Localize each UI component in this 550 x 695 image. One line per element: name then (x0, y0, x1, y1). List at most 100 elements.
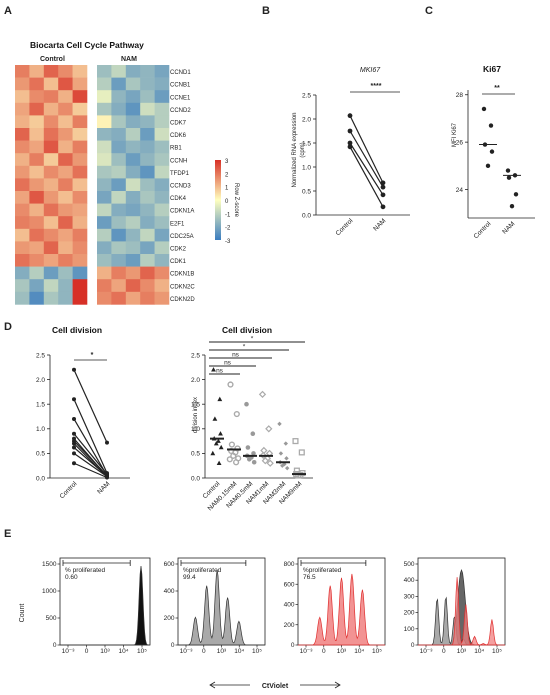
heatmap-row-label: CCNE1 (170, 95, 191, 101)
heatmap-cell (154, 203, 170, 217)
dose-point (245, 445, 251, 450)
heatmap-cell (111, 203, 127, 217)
histogram-y-tick-label: 0 (53, 642, 57, 649)
dose-point (277, 421, 282, 427)
histogram-x-tick-label: 10⁵ (372, 648, 382, 655)
heatmap-row-label: CDK2 (170, 247, 187, 253)
heatmap-cell (29, 165, 45, 179)
heatmap-cell (43, 279, 59, 293)
paired-line (73, 447, 108, 477)
heatmap-cell (125, 191, 141, 204)
heatmap-cell (140, 178, 155, 192)
heatmap-cell (140, 203, 155, 217)
paired-y-tick-label: 2.0 (36, 377, 45, 384)
histogram-3: 0 200 400 600 800 10⁻³ 0 10³ 10⁴ 10⁵ %proliferated… (284, 557, 386, 655)
colorbar-tick-label: 0 (225, 199, 229, 205)
heatmap-group-nam: NAM (121, 56, 137, 63)
dose-point (260, 446, 268, 455)
heatmap-row-label: CCND2 (170, 108, 191, 114)
mki67-pair-line (349, 115, 384, 184)
cell-division-paired-panel: Cell division * 0.0 0.5 1.0 1.5 2.0 2.5 Contro… (36, 325, 130, 500)
mki67-point (347, 144, 353, 150)
heatmap-row-label: CDKN2D (170, 297, 195, 303)
histogram-x-tick-label: 10⁵ (492, 648, 502, 655)
heatmap-cell (97, 153, 112, 167)
heatmap-cell (111, 65, 127, 78)
heatmap-cell (58, 254, 73, 267)
heatmap-cell (29, 90, 45, 104)
mki67-pair-line (349, 146, 384, 208)
dose-comparison-label: ns (232, 352, 240, 359)
heatmap-cell (111, 291, 127, 305)
heatmap-cell (58, 266, 73, 280)
histogram-x-tick-label: 0 (322, 648, 326, 655)
heatmap-cell (29, 254, 45, 267)
heatmap-cell (97, 115, 112, 129)
heatmap-cell (15, 90, 30, 104)
dose-point (217, 396, 223, 402)
heatmap-cell (72, 203, 88, 217)
histogram-x-tick-label: 0 (202, 648, 206, 655)
ki67-y-tick-label: 24 (456, 187, 464, 194)
heatmap-cell (15, 254, 30, 267)
heatmap-cell (29, 191, 45, 204)
ki67-significance: ** (494, 85, 500, 92)
heatmap-cell (97, 165, 112, 179)
heatmap-cell (58, 90, 73, 104)
heatmap-cell (125, 203, 141, 217)
heatmap-cell (43, 153, 59, 167)
paired-point (72, 367, 76, 372)
heatmap-cell (15, 102, 30, 116)
colorbar-tick-label: 1 (225, 186, 229, 192)
ki67-title: Ki67 (483, 64, 501, 74)
paired-point (72, 451, 76, 456)
dose-point (250, 431, 256, 437)
heatmap-cell (140, 115, 155, 129)
histogram-x-tick-label: 10⁴ (234, 648, 244, 655)
heatmap-cell (111, 115, 127, 129)
heatmap-cell (97, 203, 112, 217)
heatmap-row-label: CCND3 (170, 184, 191, 190)
mki67-pair-line (349, 130, 384, 188)
heatmap-cell (72, 228, 88, 242)
histogram-y-tick-label: 0 (411, 642, 415, 649)
paired-line (73, 399, 108, 474)
dose-y-tick-label: 2.0 (191, 377, 200, 384)
heatmap-cell (140, 241, 155, 255)
heatmap-cell (111, 153, 127, 167)
paired-y-tick-label: 2.5 (36, 352, 45, 359)
heatmap-cell (29, 102, 45, 116)
ki67-point (513, 192, 519, 197)
heatmap-cell (72, 165, 88, 179)
mki67-x-tick-label: Control (335, 217, 355, 237)
paired-y-tick-label: 1.5 (36, 402, 45, 409)
histogram-gate-label: %proliferated (303, 567, 342, 574)
histogram-x-tick-label: 10⁻³ (62, 648, 76, 655)
heatmap-cell (154, 115, 170, 129)
dose-point (284, 456, 289, 461)
colorbar-bar (215, 160, 221, 240)
heatmap-cell (58, 115, 73, 129)
dose-point (216, 438, 221, 443)
mki67-significance: **** (371, 83, 382, 90)
paired-point (72, 445, 76, 450)
histogram-x-tick-label: 0 (442, 648, 446, 655)
dose-point (211, 367, 216, 372)
heatmap-cell (125, 140, 141, 154)
heatmap-cell (111, 279, 127, 293)
ki67-point (485, 163, 491, 169)
heatmap-cell (72, 140, 88, 154)
dose-point (244, 401, 249, 407)
heatmap-cell (154, 77, 170, 91)
heatmap-row-label: CDK1 (170, 259, 187, 265)
heatmap-cell (43, 178, 59, 192)
paired-line (73, 418, 108, 476)
heatmap-cell (58, 241, 73, 255)
heatmap-cell (97, 128, 112, 141)
paired-y-tick-label: 0.0 (36, 475, 45, 482)
heatmap-cell (125, 128, 141, 141)
colorbar-tick-label: 2 (225, 172, 229, 178)
ki67-x-tick-label: Control (473, 220, 493, 240)
heatmap-row-label: CDC25A (170, 234, 194, 240)
